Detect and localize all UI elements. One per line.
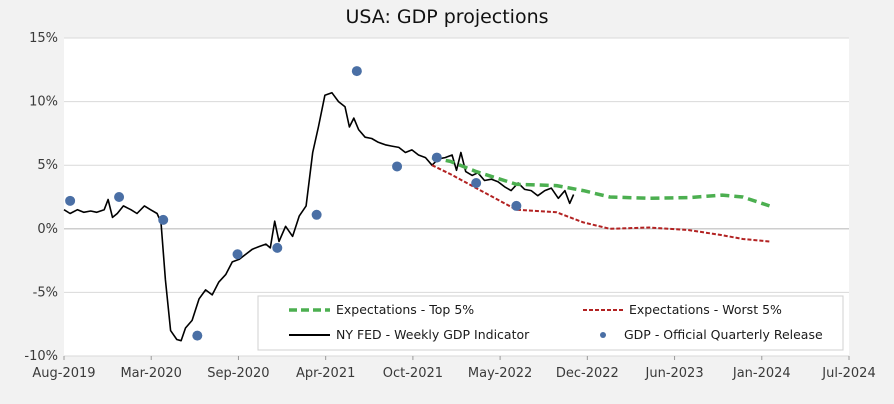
x-tick-label: Oct-2021 — [383, 366, 443, 381]
official-gdp-point — [158, 214, 169, 225]
official-gdp-point — [471, 178, 482, 189]
x-tick-label: Aug-2019 — [32, 366, 95, 381]
legend-top5-label: Expectations - Top 5% — [336, 302, 474, 317]
official-gdp-point — [114, 192, 125, 202]
y-tick-label: 10% — [29, 95, 58, 110]
legend-box — [257, 295, 844, 351]
legend-official-swatch — [600, 332, 606, 338]
official-gdp-point — [232, 249, 243, 260]
y-tick-label: -5% — [33, 285, 58, 300]
official-gdp-point — [272, 242, 283, 253]
y-axis-ticks: 15% 10% 5% 0% -5% -10% — [24, 31, 58, 364]
x-tick-label: Sep-2020 — [207, 366, 269, 381]
series-layer — [63, 66, 771, 342]
chart-title: USA: GDP projections — [345, 6, 548, 28]
legend: Expectations - Top 5% Expectations - Wor… — [257, 295, 844, 351]
worst5-series-line — [431, 164, 770, 243]
legend-weekly-label: NY FED - Weekly GDP Indicator — [336, 327, 530, 342]
official-gdp-point — [311, 209, 322, 220]
x-tick-label: Mar-2020 — [120, 366, 181, 381]
gridlines — [64, 37, 849, 357]
x-tick-label: May-2022 — [468, 366, 532, 381]
x-tick-label: Jul-2024 — [821, 366, 875, 381]
x-tick-label: Jun-2023 — [645, 366, 704, 381]
official-gdp-point — [392, 161, 403, 172]
official-gdp-point — [65, 195, 76, 206]
x-tick-label: Apr-2021 — [296, 366, 355, 381]
official-gdp-point — [431, 152, 442, 163]
x-tick-label: Jan-2024 — [732, 366, 791, 381]
y-tick-label: -10% — [24, 349, 58, 364]
y-tick-label: 15% — [29, 31, 58, 46]
legend-worst5-label: Expectations - Worst 5% — [629, 302, 782, 317]
y-tick-label: 5% — [37, 158, 58, 173]
y-tick-label: 0% — [37, 222, 58, 237]
official-gdp-point — [351, 66, 362, 77]
official-gdp-point — [192, 330, 203, 341]
x-axis-ticks: Aug-2019 Mar-2020 Sep-2020 Apr-2021 Oct-2021… — [32, 356, 876, 381]
official-gdp-point — [511, 200, 522, 211]
x-tick-label: Dec-2022 — [556, 366, 619, 381]
top5-series-line — [431, 155, 771, 208]
weekly-series-line — [63, 91, 575, 342]
legend-official-label: GDP - Official Quarterly Release — [624, 327, 823, 342]
